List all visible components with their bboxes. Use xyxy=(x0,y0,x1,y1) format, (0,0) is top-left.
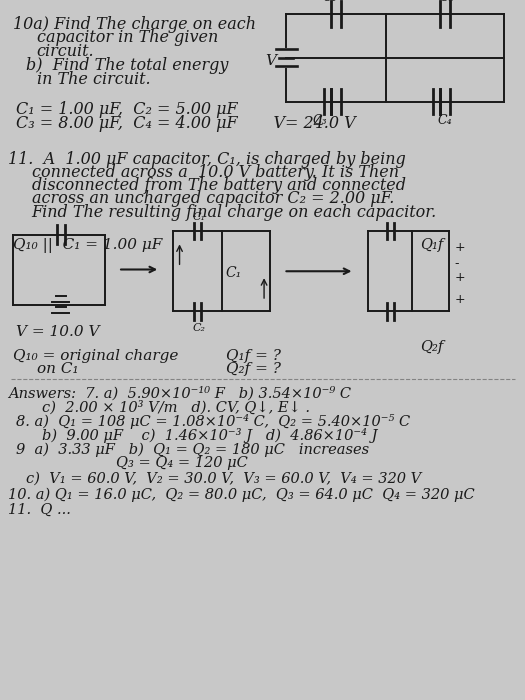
Text: +: + xyxy=(454,293,465,307)
Text: Q₁₀ ||  C₁ = 1.00 μF: Q₁₀ || C₁ = 1.00 μF xyxy=(13,238,163,253)
Text: circuit.: circuit. xyxy=(37,43,94,60)
Text: Q₁f: Q₁f xyxy=(420,238,443,252)
Text: Find The resulting final charge on each capacitor.: Find The resulting final charge on each … xyxy=(32,204,437,220)
Text: C₁ = 1.00 μF,  C₂ = 5.00 μF: C₁ = 1.00 μF, C₂ = 5.00 μF xyxy=(16,102,237,118)
Text: Q₂f = ?: Q₂f = ? xyxy=(226,362,281,376)
Text: +: + xyxy=(454,241,465,254)
Text: C₁: C₁ xyxy=(192,213,205,223)
Text: C₁: C₁ xyxy=(226,266,242,280)
Text: Q₃ = Q₄ = 120 μC: Q₃ = Q₄ = 120 μC xyxy=(116,456,247,470)
Text: C₃: C₃ xyxy=(312,114,327,127)
Text: c)  V₁ = 60.0 V,  V₂ = 30.0 V,  V₃ = 60.0 V,  V₄ = 320 V: c) V₁ = 60.0 V, V₂ = 30.0 V, V₃ = 60.0 V… xyxy=(26,472,422,486)
Text: 11.  Q ...: 11. Q ... xyxy=(8,503,71,517)
Text: Q₁f = ?: Q₁f = ? xyxy=(226,349,281,363)
Text: C₂: C₂ xyxy=(439,0,454,4)
Text: Q₂f: Q₂f xyxy=(420,340,443,354)
Text: in The circuit.: in The circuit. xyxy=(37,71,150,88)
Text: b)  9.00 μF    c)  1.46×10⁻³ J   d)  4.86×10⁻⁴ J: b) 9.00 μF c) 1.46×10⁻³ J d) 4.86×10⁻⁴ J xyxy=(42,428,377,443)
Text: Q₁₀ = original charge: Q₁₀ = original charge xyxy=(13,349,178,363)
Text: connected across a  10.0 V battery. It is Then: connected across a 10.0 V battery. It is… xyxy=(32,164,398,181)
Text: on C₁: on C₁ xyxy=(37,362,78,376)
Text: 10. a) Q₁ = 16.0 μC,  Q₂ = 80.0 μC,  Q₃ = 64.0 μC  Q₄ = 320 μC: 10. a) Q₁ = 16.0 μC, Q₂ = 80.0 μC, Q₃ = … xyxy=(8,487,475,502)
Text: 11.  A  1.00 μF capacitor, C₁, is charged by being: 11. A 1.00 μF capacitor, C₁, is charged … xyxy=(8,150,406,167)
Text: 10a) Find The charge on each: 10a) Find The charge on each xyxy=(13,16,256,33)
Text: C₄: C₄ xyxy=(437,114,451,127)
Text: b)  Find The total energy: b) Find The total energy xyxy=(26,57,228,74)
Text: +: + xyxy=(454,271,465,284)
Text: 8. a)  Q₁ = 108 μC = 1.08×10⁻⁴ C,  Q₂ = 5.40×10⁻⁵ C: 8. a) Q₁ = 108 μC = 1.08×10⁻⁴ C, Q₂ = 5.… xyxy=(16,414,410,429)
Text: disconnected from The battery and connected: disconnected from The battery and connec… xyxy=(32,177,405,194)
Text: across an uncharged capacitor C₂ = 2.00 μF.: across an uncharged capacitor C₂ = 2.00 … xyxy=(32,190,394,207)
Text: V = 10.0 V: V = 10.0 V xyxy=(16,326,99,340)
Text: V: V xyxy=(265,55,276,69)
Text: 9  a)  3.33 μF   b)  Q₁ = Q₂ = 180 μC   increases: 9 a) 3.33 μF b) Q₁ = Q₂ = 180 μC increas… xyxy=(16,442,369,457)
Text: -: - xyxy=(454,257,459,270)
Text: Answers:  7. a)  5.90×10⁻¹⁰ F   b) 3.54×10⁻⁹ C: Answers: 7. a) 5.90×10⁻¹⁰ F b) 3.54×10⁻⁹… xyxy=(8,386,351,400)
Text: C₂: C₂ xyxy=(192,323,205,333)
Text: c)  2.00 × 10³ V/m   d). CV, Q↓, E↓ .: c) 2.00 × 10³ V/m d). CV, Q↓, E↓ . xyxy=(42,400,310,414)
Text: C₃ = 8.00 μF,  C₄ = 4.00 μF       V= 24.0 V: C₃ = 8.00 μF, C₄ = 4.00 μF V= 24.0 V xyxy=(16,116,355,132)
Text: C₁: C₁ xyxy=(323,0,338,4)
Text: capacitor in The given: capacitor in The given xyxy=(37,29,218,46)
